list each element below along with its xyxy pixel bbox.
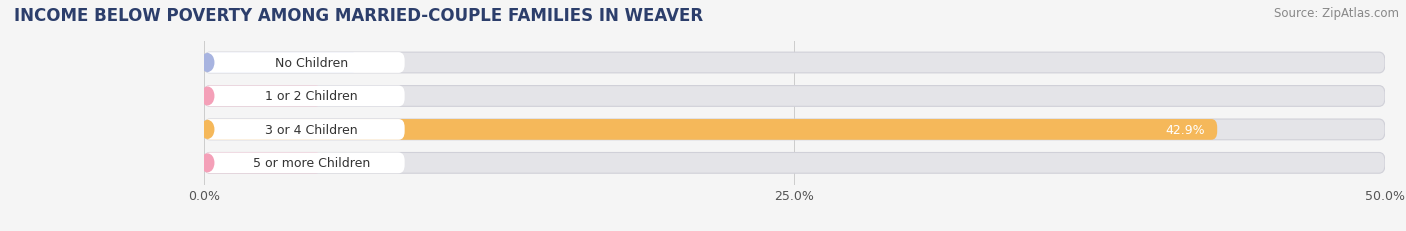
Text: 42.9%: 42.9%: [1166, 123, 1205, 136]
FancyBboxPatch shape: [204, 53, 1385, 73]
FancyBboxPatch shape: [204, 153, 405, 173]
Text: 0.0%: 0.0%: [336, 157, 368, 170]
Circle shape: [201, 154, 214, 172]
FancyBboxPatch shape: [204, 86, 1385, 107]
FancyBboxPatch shape: [204, 86, 405, 107]
Text: 0.0%: 0.0%: [336, 90, 368, 103]
FancyBboxPatch shape: [204, 53, 405, 73]
Text: Source: ZipAtlas.com: Source: ZipAtlas.com: [1274, 7, 1399, 20]
FancyBboxPatch shape: [204, 119, 1385, 140]
Text: 1 or 2 Children: 1 or 2 Children: [266, 90, 357, 103]
FancyBboxPatch shape: [204, 86, 322, 107]
Text: 5 or more Children: 5 or more Children: [253, 157, 370, 170]
FancyBboxPatch shape: [204, 53, 357, 73]
Text: 6.5%: 6.5%: [371, 57, 404, 70]
Circle shape: [201, 55, 214, 72]
Text: No Children: No Children: [274, 57, 347, 70]
Circle shape: [201, 88, 214, 105]
FancyBboxPatch shape: [204, 153, 322, 173]
FancyBboxPatch shape: [204, 153, 1385, 173]
Text: INCOME BELOW POVERTY AMONG MARRIED-COUPLE FAMILIES IN WEAVER: INCOME BELOW POVERTY AMONG MARRIED-COUPL…: [14, 7, 703, 25]
Text: 3 or 4 Children: 3 or 4 Children: [266, 123, 357, 136]
FancyBboxPatch shape: [204, 119, 1218, 140]
Circle shape: [201, 121, 214, 139]
FancyBboxPatch shape: [204, 119, 405, 140]
